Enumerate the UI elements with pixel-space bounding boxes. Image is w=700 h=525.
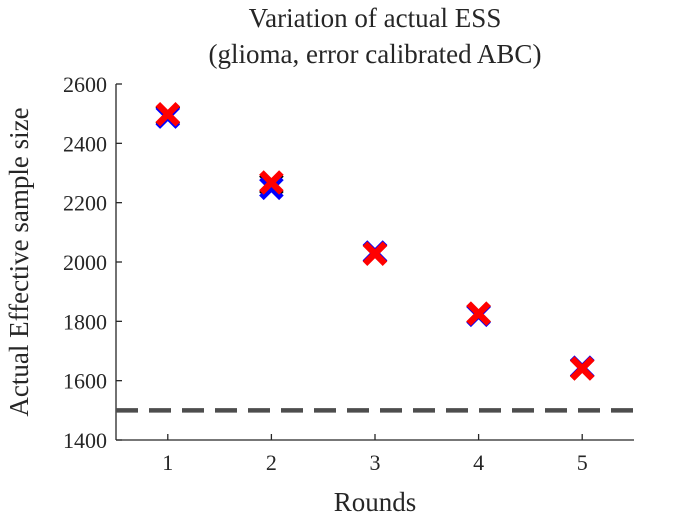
x-tick-label: 4	[473, 450, 484, 475]
x-tick-label: 2	[266, 450, 277, 475]
chart-title-line-1: Variation of actual ESS	[249, 3, 502, 33]
data-point-marker	[155, 101, 181, 127]
y-tick-label: 1800	[63, 309, 107, 334]
data-point-marker	[259, 175, 284, 201]
data-point-marker	[466, 301, 491, 326]
x-axis-label: Rounds	[334, 487, 417, 517]
chart-title-line-2: (glioma, error calibrated ABC)	[209, 39, 542, 69]
plot-area: 1400 1600 1800 2000 2200 2400 2600 1 2 3 4 5	[63, 72, 634, 475]
y-tick-label: 1600	[63, 369, 107, 394]
y-tick-label: 2200	[63, 191, 107, 216]
y-tick-label: 2000	[63, 250, 107, 275]
y-tick-label: 2600	[63, 72, 107, 97]
data-point-marker	[259, 170, 284, 195]
y-tick-label: 2400	[63, 131, 107, 156]
x-tick-label: 3	[370, 450, 381, 475]
x-tick-label: 1	[162, 450, 173, 475]
data-point-marker	[362, 241, 388, 266]
data-point-marker	[569, 356, 595, 381]
y-tick-label: 1400	[63, 428, 107, 453]
y-axis-label: Actual Effective sample size	[4, 107, 34, 416]
x-tick-label: 5	[577, 450, 588, 475]
